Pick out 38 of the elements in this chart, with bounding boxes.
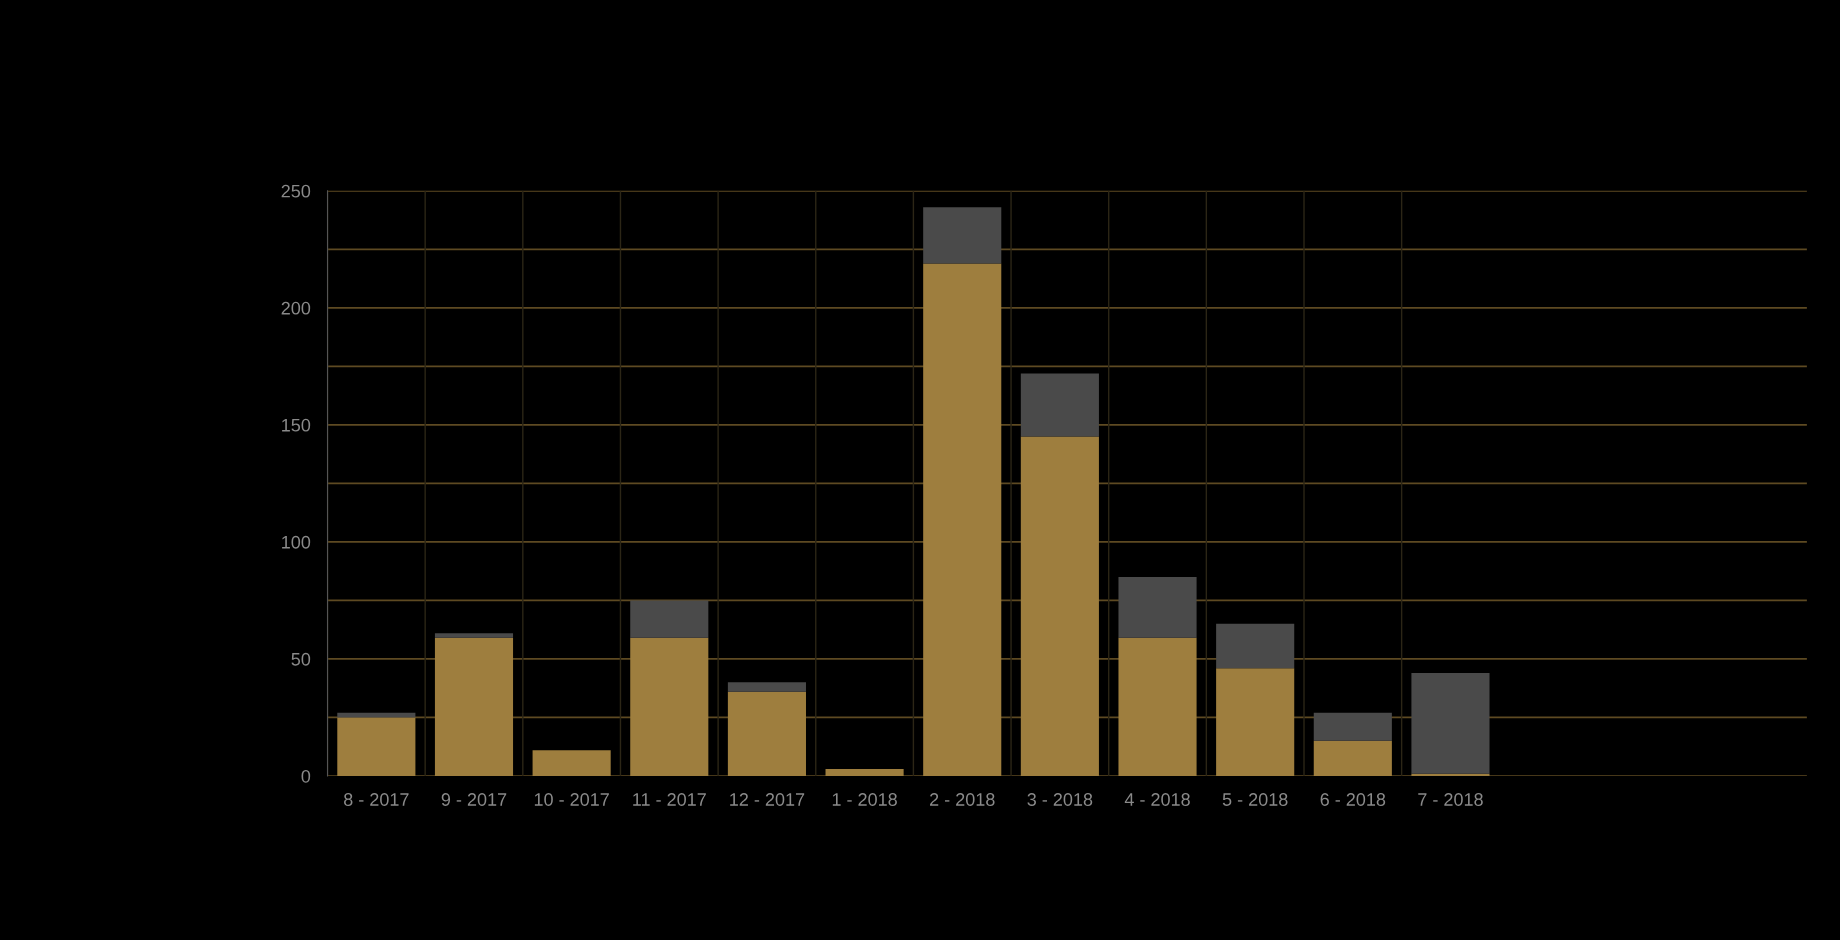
y-tick-label: 200 — [281, 301, 311, 315]
bar — [923, 263, 1002, 776]
bar — [1313, 712, 1392, 741]
x-tick-label: 3 - 2018 — [1027, 793, 1093, 806]
bar — [727, 682, 806, 692]
y-tick-label: 250 — [281, 184, 311, 198]
bar — [923, 207, 1002, 264]
bar — [1020, 436, 1099, 776]
bar — [630, 600, 709, 638]
bar — [434, 633, 514, 638]
x-tick-label: 12 - 2017 — [730, 793, 805, 806]
bar — [1118, 637, 1197, 776]
x-tick-label: 2 - 2018 — [930, 793, 995, 806]
bar — [1020, 373, 1099, 437]
bar — [532, 750, 611, 776]
y-tick-label: 150 — [282, 418, 311, 432]
x-tick-label: 1 - 2018 — [832, 793, 897, 806]
x-tick-label: 6 - 2018 — [1320, 793, 1386, 806]
y-tick-label: 50 — [291, 652, 311, 666]
x-tick-label: 8 - 2017 — [344, 793, 409, 806]
bar — [1118, 577, 1197, 638]
x-tick-label: 5 - 2018 — [1222, 793, 1288, 806]
x-tick-label: 4 - 2018 — [1124, 793, 1190, 806]
x-tick-label: 7 - 2018 — [1418, 793, 1483, 806]
bar — [1411, 672, 1490, 774]
y-tick-label: 0 — [301, 769, 311, 783]
y-tick-label: 100 — [282, 535, 311, 549]
bar — [337, 717, 416, 776]
x-tick-label: 10 - 2017 — [534, 793, 609, 806]
bar — [825, 768, 904, 776]
bar — [1313, 740, 1392, 776]
bar — [727, 691, 806, 776]
x-tick-label: 9 - 2017 — [441, 793, 507, 806]
bar — [630, 637, 709, 776]
bar — [1216, 623, 1295, 669]
bar — [434, 637, 514, 776]
x-tick-label: 11 - 2017 — [633, 793, 706, 806]
bar — [1216, 668, 1295, 776]
